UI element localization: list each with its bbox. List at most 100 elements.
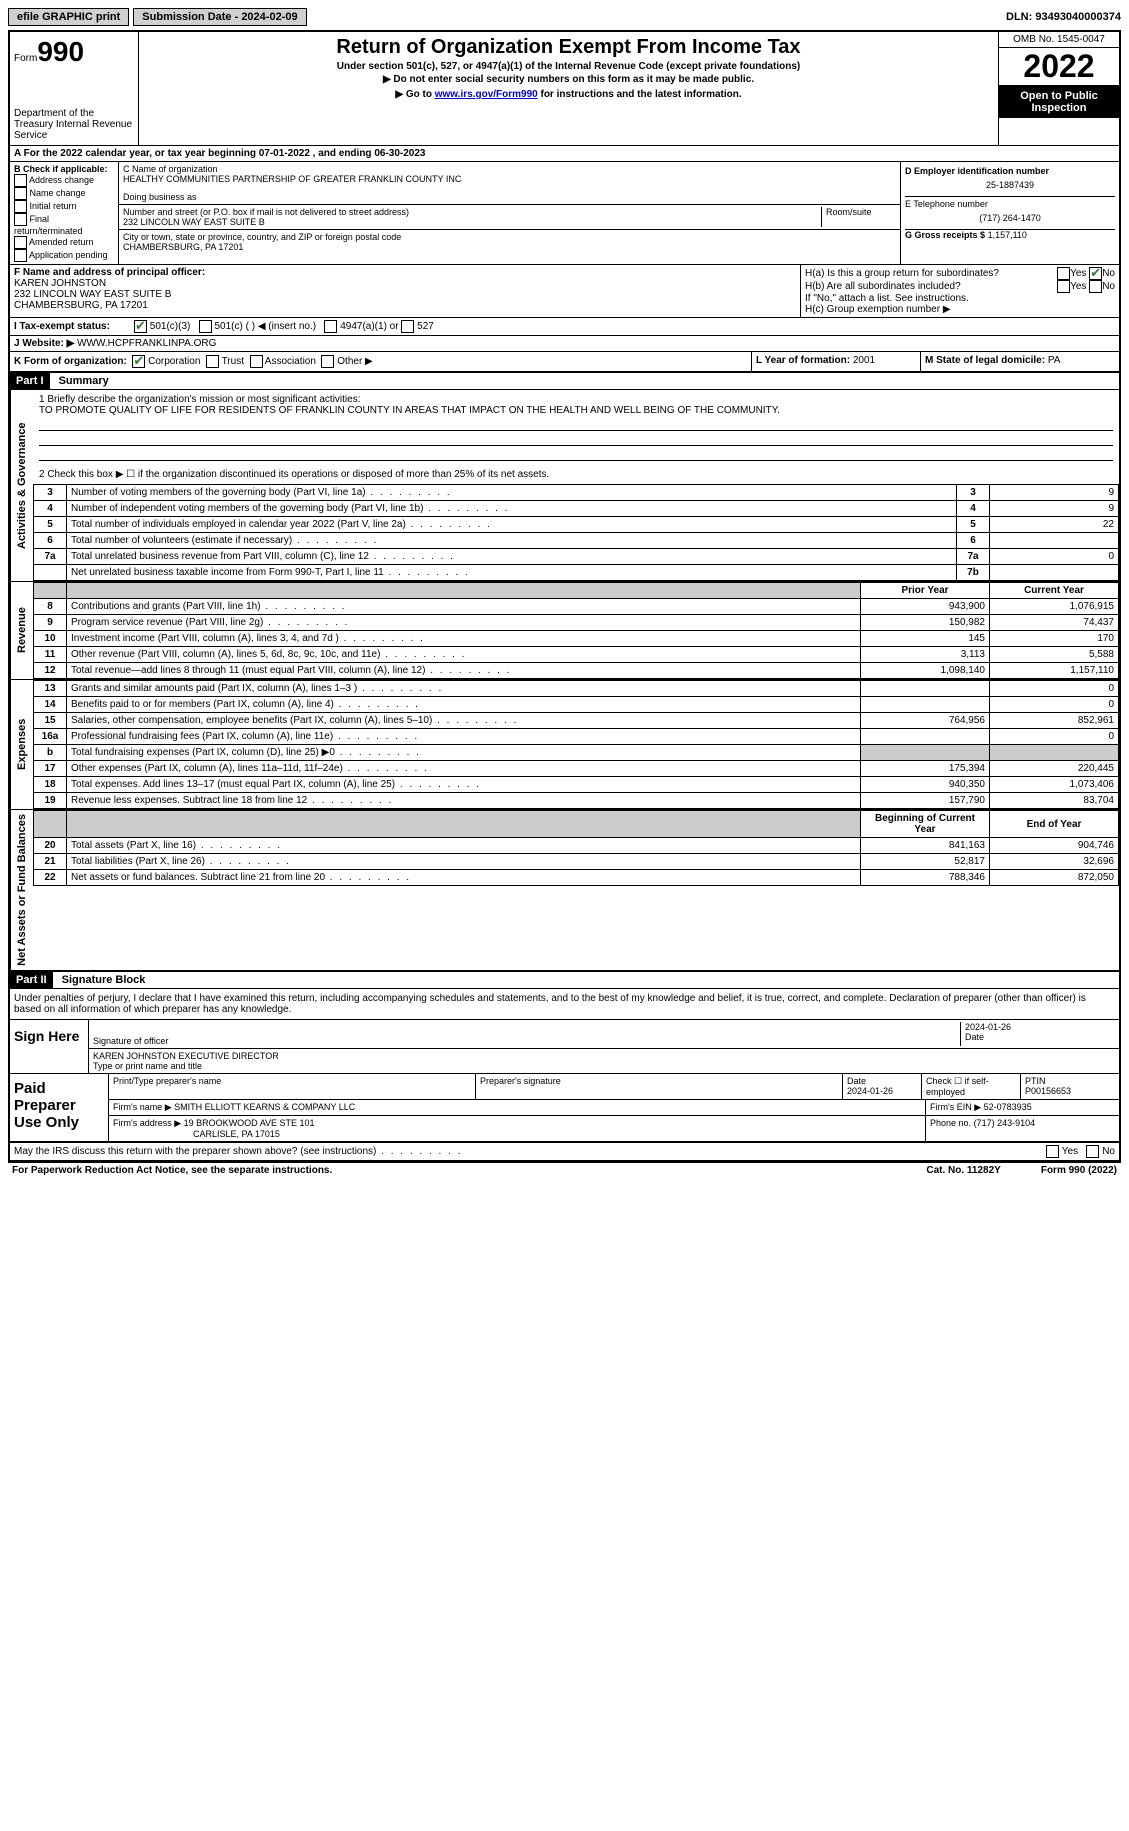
firm-ein-label: Firm's EIN ▶	[930, 1102, 981, 1112]
firm-name-label: Firm's name ▶	[113, 1102, 172, 1112]
prep-sig-label: Preparer's signature	[476, 1074, 843, 1099]
cb-initial-return[interactable]: Initial return	[14, 200, 114, 213]
part1-header-row: Part I Summary	[10, 373, 1119, 390]
table-net-assets: Beginning of Current YearEnd of Year20To…	[33, 810, 1119, 886]
goto-pre: ▶ Go to	[395, 89, 434, 100]
row-j-website: J Website: ▶ WWW.HCPFRANKLINPA.ORG	[10, 336, 1119, 352]
col-f-officer: F Name and address of principal officer:…	[10, 265, 801, 317]
table-row: 4Number of independent voting members of…	[34, 501, 1119, 517]
dept-text: Department of the Treasury Internal Reve…	[14, 108, 134, 141]
cb-assoc[interactable]	[250, 355, 263, 368]
org-name-label: C Name of organization	[123, 164, 896, 174]
m-label: M State of legal domicile:	[925, 355, 1045, 366]
city-block: City or town, state or province, country…	[119, 230, 900, 254]
row-k-form-org: K Form of organization: Corporation Trus…	[10, 352, 1119, 373]
firm-addr-row: Firm's address ▶ 19 BROOKWOOD AVE STE 10…	[109, 1116, 1119, 1141]
page-footer: For Paperwork Reduction Act Notice, see …	[8, 1162, 1121, 1178]
gross-block: G Gross receipts $ 1,157,110	[905, 230, 1115, 240]
cb-amended-return[interactable]: Amended return	[14, 236, 114, 249]
table-revenue: Prior YearCurrent Year8Contributions and…	[33, 582, 1119, 679]
preparer-row1: Print/Type preparer's name Preparer's si…	[109, 1074, 1119, 1100]
cb-name-change[interactable]: Name change	[14, 187, 114, 200]
expenses-block: Expenses 13Grants and similar amounts pa…	[10, 680, 1119, 810]
vtab-revenue: Revenue	[10, 582, 33, 679]
opt-501c3: 501(c)(3)	[150, 321, 191, 332]
officer-label: F Name and address of principal officer:	[14, 267, 796, 278]
cb-501c3[interactable]	[134, 320, 147, 333]
officer-name-label: Type or print name and title	[93, 1061, 1115, 1071]
firm-city-value: CARLISLE, PA 17015	[193, 1129, 280, 1139]
irs-link[interactable]: www.irs.gov/Form990	[435, 89, 538, 100]
submission-date-button[interactable]: Submission Date - 2024-02-09	[133, 8, 306, 26]
paperwork-notice: For Paperwork Reduction Act Notice, see …	[12, 1165, 332, 1176]
ha-yes: Yes	[1070, 268, 1086, 279]
check-self-employed[interactable]: Check ☐ if self-employed	[922, 1074, 1021, 1099]
discuss-no-cb[interactable]	[1086, 1145, 1099, 1158]
cb-address-change[interactable]: Address change	[14, 174, 114, 187]
table-row: 22Net assets or fund balances. Subtract …	[34, 870, 1119, 886]
cb-trust[interactable]	[206, 355, 219, 368]
table-row: 7aTotal unrelated business revenue from …	[34, 549, 1119, 565]
section-bcd: B Check if applicable: Address change Na…	[10, 162, 1119, 265]
dba-label: Doing business as	[123, 192, 896, 202]
cb-4947[interactable]	[324, 320, 337, 333]
topbar: efile GRAPHIC print Submission Date - 20…	[8, 8, 1121, 26]
line1-label: 1 Briefly describe the organization's mi…	[39, 394, 1113, 405]
hb-no-cb[interactable]	[1089, 280, 1102, 293]
hb-yes-cb[interactable]	[1057, 280, 1070, 293]
hb-no: No	[1102, 281, 1115, 292]
form-header: Form990 Department of the Treasury Inter…	[10, 32, 1119, 146]
discuss-yes: Yes	[1062, 1146, 1078, 1157]
opt-527: 527	[417, 321, 434, 332]
table-row: 18Total expenses. Add lines 13–17 (must …	[34, 777, 1119, 793]
table-row: 13Grants and similar amounts paid (Part …	[34, 681, 1119, 697]
table-row: 8Contributions and grants (Part VIII, li…	[34, 599, 1119, 615]
ha-label: H(a) Is this a group return for subordin…	[805, 268, 1057, 279]
col-h-group: H(a) Is this a group return for subordin…	[801, 265, 1119, 317]
firm-addr-label: Firm's address ▶	[113, 1118, 181, 1128]
mission-blank-1	[39, 416, 1113, 431]
sign-here-label: Sign Here	[10, 1020, 89, 1073]
i-label: I Tax-exempt status:	[14, 321, 134, 332]
l-value: 2001	[853, 355, 875, 366]
sig-date-label: Date	[965, 1032, 1115, 1042]
form-subtitle-2: ▶ Do not enter social security numbers o…	[143, 74, 994, 85]
mission-block: 1 Briefly describe the organization's mi…	[33, 390, 1119, 465]
l-label: L Year of formation:	[756, 355, 850, 366]
hb-label: H(b) Are all subordinates included?	[805, 281, 1057, 292]
table-row: 11Other revenue (Part VIII, column (A), …	[34, 647, 1119, 663]
irs-discuss-row: May the IRS discuss this return with the…	[10, 1143, 1119, 1160]
table-activities-governance: 3Number of voting members of the governi…	[33, 484, 1119, 581]
vtab-net-assets: Net Assets or Fund Balances	[10, 810, 33, 970]
city-value: CHAMBERSBURG, PA 17201	[123, 242, 896, 252]
vtab-expenses: Expenses	[10, 680, 33, 809]
org-name: HEALTHY COMMUNITIES PARTNERSHIP OF GREAT…	[123, 174, 896, 184]
row-i-tax-status: I Tax-exempt status: 501(c)(3) 501(c) ( …	[10, 318, 1119, 336]
cb-final-return[interactable]: Final return/terminated	[14, 213, 114, 236]
cb-other[interactable]	[321, 355, 334, 368]
part2-title: Signature Block	[56, 972, 152, 988]
discuss-yes-cb[interactable]	[1046, 1145, 1059, 1158]
cb-501c[interactable]	[199, 320, 212, 333]
table-row: 3Number of voting members of the governi…	[34, 485, 1119, 501]
table-row: 12Total revenue—add lines 8 through 11 (…	[34, 663, 1119, 679]
part1-label: Part I	[10, 373, 50, 389]
firm-addr-value: 19 BROOKWOOD AVE STE 101	[184, 1118, 315, 1128]
prep-name-label: Print/Type preparer's name	[109, 1074, 476, 1099]
phone-block: E Telephone number (717) 264-1470	[905, 197, 1115, 230]
firm-phone-label: Phone no.	[930, 1118, 971, 1128]
k-label: K Form of organization:	[14, 356, 127, 367]
ptin-label: PTIN	[1025, 1076, 1046, 1086]
cb-527[interactable]	[401, 320, 414, 333]
table-row: 6Total number of volunteers (estimate if…	[34, 533, 1119, 549]
efile-button[interactable]: efile GRAPHIC print	[8, 8, 129, 26]
sig-date-value: 2024-01-26	[965, 1022, 1115, 1032]
form-container: Form990 Department of the Treasury Inter…	[8, 30, 1121, 1162]
row-a-calendar-year: A For the 2022 calendar year, or tax yea…	[10, 146, 1119, 162]
cb-application-pending[interactable]: Application pending	[14, 249, 114, 262]
cb-corp[interactable]	[132, 355, 145, 368]
net-assets-block: Net Assets or Fund Balances Beginning of…	[10, 810, 1119, 972]
ha-no-cb[interactable]	[1089, 267, 1102, 280]
hc-label: H(c) Group exemption number ▶	[805, 304, 1115, 315]
ha-yes-cb[interactable]	[1057, 267, 1070, 280]
